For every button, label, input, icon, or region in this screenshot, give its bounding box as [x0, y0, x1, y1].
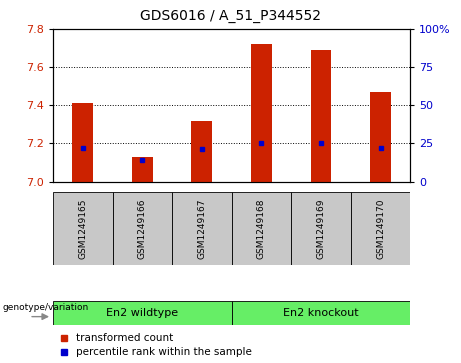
Text: GSM1249169: GSM1249169	[316, 199, 325, 259]
Bar	[370, 92, 391, 182]
Bar	[53, 301, 232, 325]
Text: GSM1249166: GSM1249166	[138, 199, 147, 259]
Text: GSM1249167: GSM1249167	[197, 199, 207, 259]
Text: percentile rank within the sample: percentile rank within the sample	[76, 347, 252, 357]
Bar	[53, 192, 112, 265]
Bar	[311, 50, 331, 182]
Text: GDS6016 / A_51_P344552: GDS6016 / A_51_P344552	[140, 9, 321, 23]
Bar	[291, 192, 351, 265]
Bar	[132, 157, 153, 182]
Text: genotype/variation: genotype/variation	[3, 303, 89, 312]
Bar	[251, 44, 272, 182]
Bar	[72, 103, 93, 182]
Text: GSM1249170: GSM1249170	[376, 199, 385, 259]
Bar	[191, 121, 213, 182]
Bar	[351, 192, 410, 265]
Bar	[232, 192, 291, 265]
Bar	[112, 192, 172, 265]
Text: GSM1249168: GSM1249168	[257, 199, 266, 259]
Text: En2 wildtype: En2 wildtype	[106, 308, 178, 318]
Text: En2 knockout: En2 knockout	[283, 308, 359, 318]
Bar	[172, 192, 232, 265]
Bar	[232, 301, 410, 325]
Text: GSM1249165: GSM1249165	[78, 199, 87, 259]
Text: transformed count: transformed count	[76, 333, 173, 343]
